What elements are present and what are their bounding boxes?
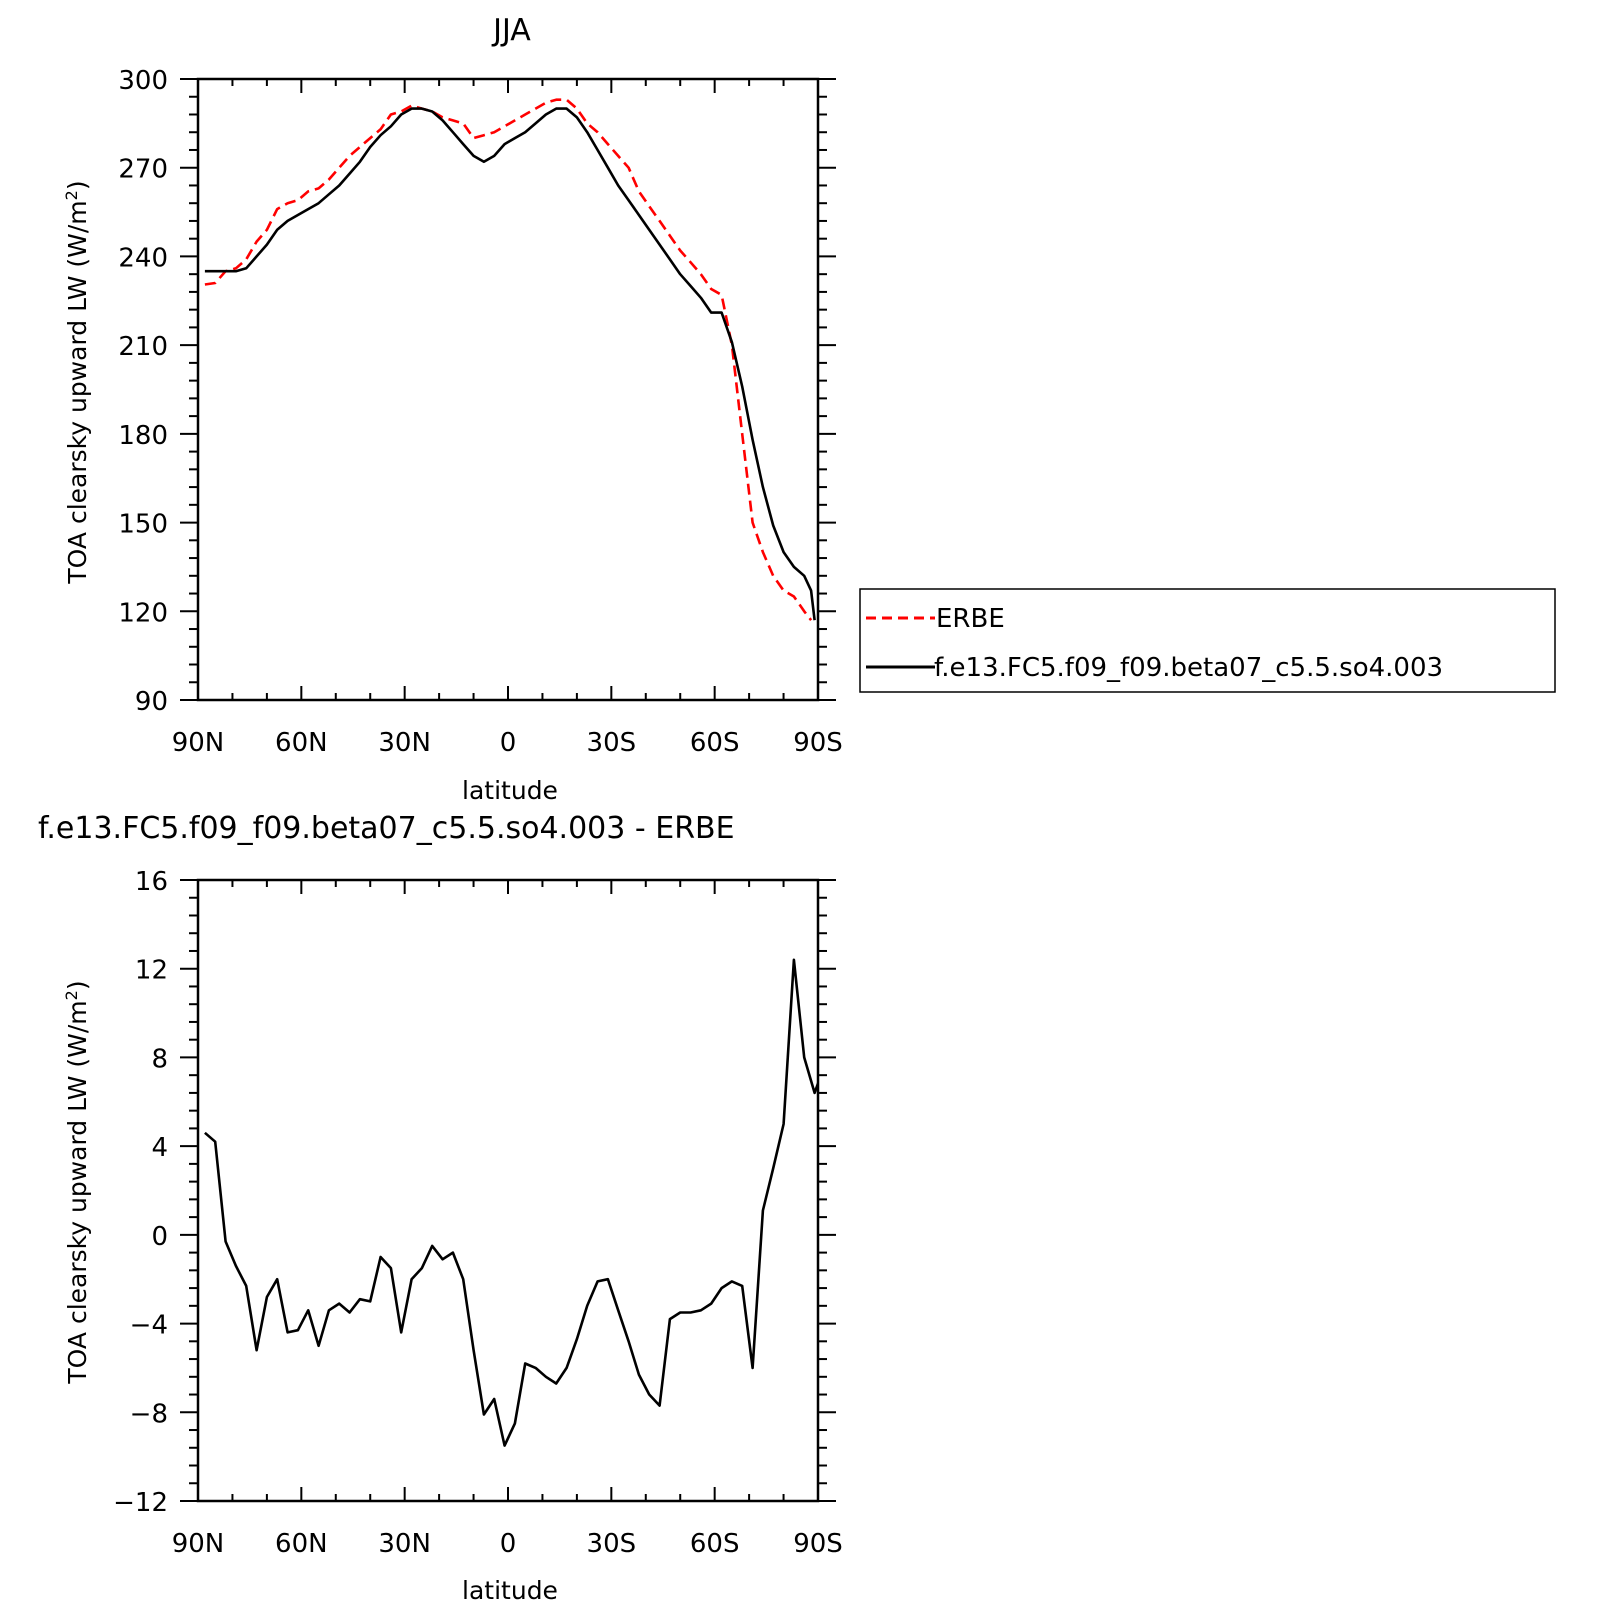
top-plot-frame xyxy=(196,77,820,702)
erbe-series-line xyxy=(204,98,813,621)
top-y-axis-label-close: ) xyxy=(63,180,92,190)
top-y-axis-label-superscript: 2 xyxy=(62,190,81,200)
bottom-y-axis-label-close: ) xyxy=(63,980,92,990)
bottom-y-tick-label: 16 xyxy=(135,867,168,897)
bottom-x-tick-labels: 90N 60N 30N 0 30S 60S 90S xyxy=(172,1529,843,1559)
top-panel: JJA 90 120 150 180 210 240 270 300 90N 60N 30N 0 30… xyxy=(62,13,1556,805)
bottom-x-tick-label: 30S xyxy=(587,1529,637,1559)
bottom-y-tick-label: −8 xyxy=(130,1399,168,1429)
top-x-tick-label: 60N xyxy=(275,728,328,758)
bottom-y-axis-label: TOA clearsky upward LW (W/m2) xyxy=(62,980,92,1384)
top-series-lines xyxy=(204,98,816,621)
top-y-tick-label: 90 xyxy=(135,687,168,717)
bottom-ticks xyxy=(180,879,836,1502)
bottom-y-tick-label: 0 xyxy=(151,1222,168,1252)
top-x-axis-label: latitude xyxy=(462,776,558,805)
top-y-tick-label: 120 xyxy=(118,598,168,628)
bottom-x-axis-label: latitude xyxy=(462,1576,558,1602)
bottom-x-tick-label: 60N xyxy=(275,1529,328,1559)
top-y-tick-label: 180 xyxy=(118,421,168,451)
top-y-tick-label: 210 xyxy=(118,332,168,362)
top-x-tick-label: 90N xyxy=(172,728,225,758)
bottom-series-lines xyxy=(204,958,818,1447)
legend-label-model: f.e13.FC5.f09_f09.beta07_c5.5.so4.003 xyxy=(934,653,1443,683)
legend-label-erbe: ERBE xyxy=(936,604,1005,634)
top-x-tick-label: 60S xyxy=(690,728,740,758)
bottom-panel: f.e13.FC5.f09_f09.beta07_c5.5.so4.003 - … xyxy=(38,811,843,1602)
top-x-tick-label: 0 xyxy=(500,728,517,758)
top-x-tick-label: 30N xyxy=(378,728,431,758)
top-y-axis-label-main: TOA clearsky upward LW (W/m xyxy=(63,200,92,584)
bottom-x-tick-label: 90S xyxy=(793,1529,843,1559)
bottom-x-tick-label: 0 xyxy=(500,1529,517,1559)
top-chart-title: JJA xyxy=(491,13,531,48)
bottom-y-tick-label: −12 xyxy=(113,1488,168,1518)
bottom-y-tick-label: 12 xyxy=(135,956,168,986)
difference-series-line xyxy=(204,958,818,1447)
bottom-x-tick-label: 90N xyxy=(172,1529,225,1559)
bottom-chart-title: f.e13.FC5.f09_f09.beta07_c5.5.so4.003 - … xyxy=(38,811,735,846)
bottom-y-tick-labels: −12 −8 −4 0 4 8 12 16 xyxy=(113,867,168,1518)
top-y-tick-label: 150 xyxy=(118,510,168,540)
bottom-plot-frame xyxy=(196,878,820,1503)
bottom-x-tick-label: 60S xyxy=(690,1529,740,1559)
top-x-tick-label: 90S xyxy=(793,728,843,758)
top-y-tick-label: 300 xyxy=(118,66,168,96)
bottom-y-axis-label-superscript: 2 xyxy=(62,990,81,1000)
top-y-tick-label: 240 xyxy=(118,243,168,273)
bottom-y-tick-label: 4 xyxy=(151,1133,168,1163)
model-series-line xyxy=(204,107,816,621)
top-y-axis-label: TOA clearsky upward LW (W/m2) xyxy=(62,180,92,584)
top-y-tick-labels: 90 120 150 180 210 240 270 300 xyxy=(118,66,168,717)
legend-box xyxy=(859,588,1556,693)
top-y-tick-label: 270 xyxy=(118,155,168,185)
bottom-x-tick-label: 30N xyxy=(378,1529,431,1559)
bottom-y-axis-label-main: TOA clearsky upward LW (W/m xyxy=(63,1000,92,1384)
legend: ERBE f.e13.FC5.f09_f09.beta07_c5.5.so4.0… xyxy=(859,588,1556,693)
bottom-y-tick-label: −4 xyxy=(130,1311,168,1341)
top-x-tick-label: 30S xyxy=(587,728,637,758)
top-x-tick-labels: 90N 60N 30N 0 30S 60S 90S xyxy=(172,728,843,758)
bottom-y-tick-label: 8 xyxy=(151,1044,168,1074)
